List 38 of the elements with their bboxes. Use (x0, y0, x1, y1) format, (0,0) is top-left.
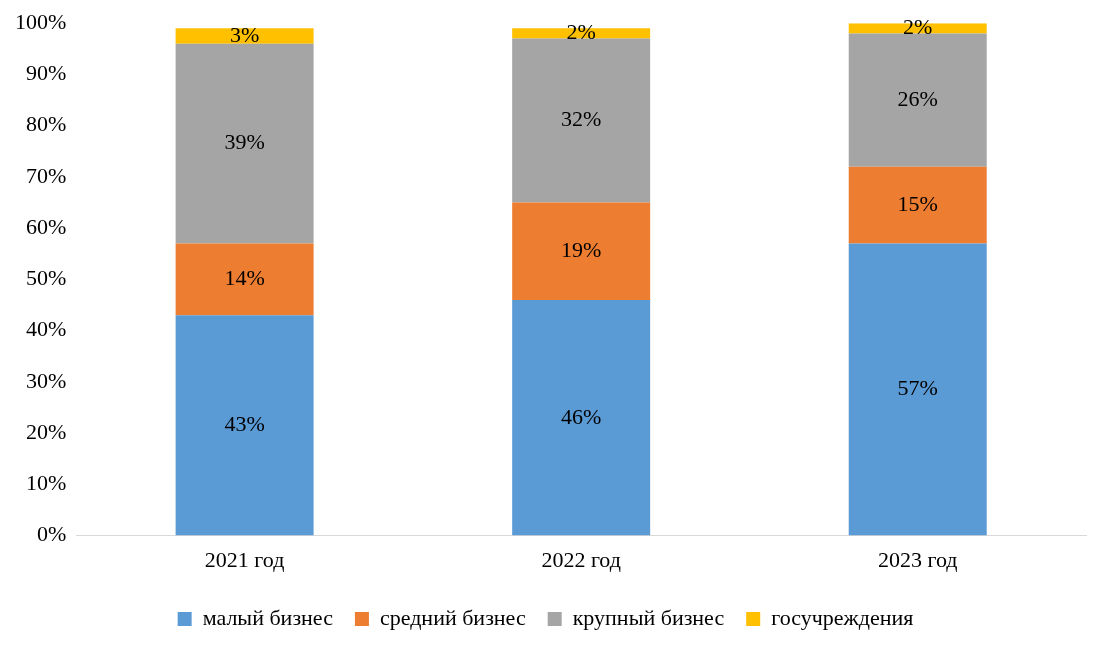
y-tick-label: 50% (26, 265, 67, 291)
bar (848, 243, 987, 536)
data-label: 32% (561, 106, 602, 132)
data-label: 26% (897, 85, 938, 111)
y-tick-label: 0% (37, 521, 67, 547)
data-label: 14% (224, 265, 265, 291)
y-tick-label: 40% (26, 316, 67, 342)
bar (175, 243, 314, 316)
legend-label: крупный бизнес (572, 604, 725, 630)
bar (512, 38, 651, 203)
y-tick-label: 10% (26, 470, 67, 496)
y-tick-label: 80% (26, 111, 67, 137)
x-tick-label: 2021 год (204, 546, 285, 572)
data-label: 39% (224, 129, 265, 155)
data-label: 43% (224, 411, 265, 437)
y-tick-label: 90% (26, 60, 67, 86)
bar (175, 43, 314, 244)
y-tick-label: 60% (26, 213, 67, 239)
y-tick-label: 30% (26, 367, 67, 393)
x-tick-label: 2022 год (541, 546, 621, 572)
data-label: 46% (561, 403, 602, 429)
data-label: 19% (561, 237, 602, 262)
data-label: 15% (897, 190, 938, 216)
legend-label: госучреждения (771, 604, 914, 630)
legend-label: малый бизнес (202, 604, 334, 630)
y-tick-label: 100% (15, 8, 67, 34)
bar (175, 315, 314, 536)
data-label: 3% (229, 21, 260, 47)
bar (512, 202, 651, 300)
bar (848, 166, 987, 244)
y-tick-label: 70% (26, 162, 67, 188)
bar (848, 33, 987, 167)
legend-label: средний бизнес (379, 604, 526, 630)
bar (175, 28, 314, 44)
y-tick-label: 20% (26, 418, 67, 444)
bar (512, 299, 651, 536)
data-label: 57% (897, 375, 938, 401)
x-tick-label: 2023 год (877, 546, 958, 572)
